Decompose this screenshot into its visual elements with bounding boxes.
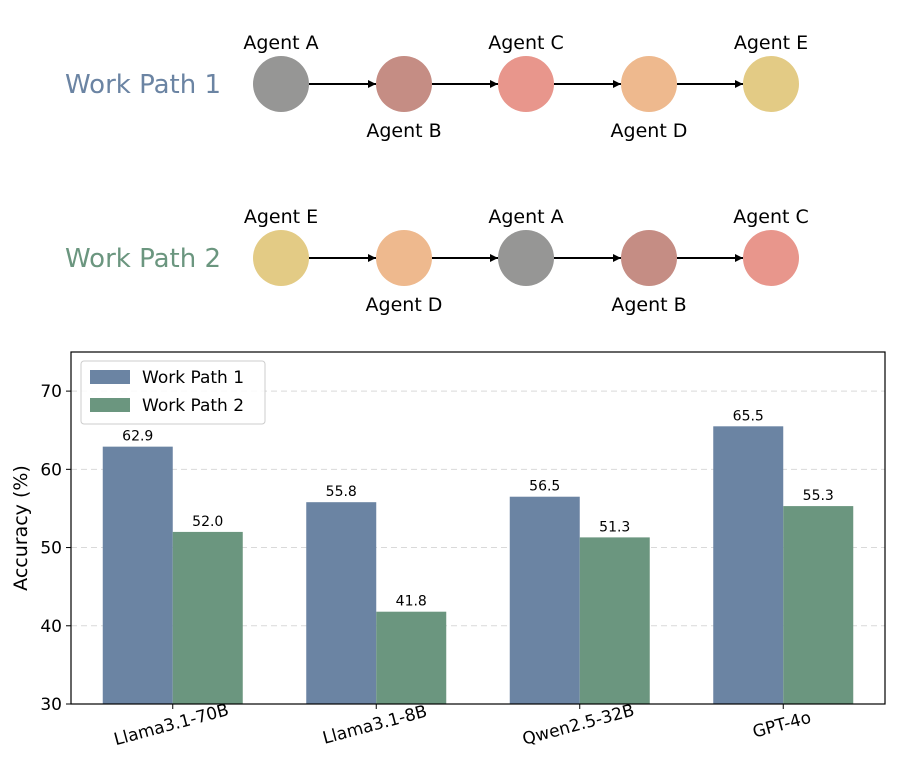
x-tick-label: Llama3.1-8B	[321, 702, 430, 749]
value-labels: 62.9 52.0 55.8 41.8 56.5 51.3 65.5 55.3	[122, 408, 834, 609]
work-path-1: Work Path 1 Agent A Agent B Agent C Agent D A…	[65, 32, 808, 142]
agent-node	[743, 230, 799, 286]
agent-label: Agent B	[366, 120, 441, 142]
agent-node	[743, 56, 799, 112]
agent-node	[621, 56, 677, 112]
bar	[172, 531, 243, 704]
legend-label: Work Path 1	[142, 368, 244, 388]
legend-swatch	[90, 370, 130, 384]
bar	[306, 502, 377, 704]
agent-node	[253, 56, 309, 112]
y-tick-label: 70	[40, 382, 62, 402]
work-path-2: Work Path 2 Agent E Agent D Agent A Agent B A…	[65, 206, 809, 316]
agent-label: Agent C	[488, 32, 564, 54]
accuracy-bar-chart: 62.9 52.0 55.8 41.8 56.5 51.3 65.5 55.3 30 40 50 6…	[10, 351, 886, 750]
bar	[713, 426, 784, 704]
agent-label: Agent E	[244, 206, 318, 228]
bar	[783, 506, 854, 704]
bar	[102, 446, 173, 704]
plot-frame	[70, 351, 886, 705]
agent-node	[498, 56, 554, 112]
bar-value-label: 65.5	[733, 408, 764, 424]
agent-node	[376, 56, 432, 112]
y-tick-label: 50	[40, 539, 62, 559]
legend: Work Path 1 Work Path 2	[80, 360, 266, 425]
bar	[509, 496, 580, 704]
legend-swatch	[90, 398, 130, 412]
agent-label: Agent B	[611, 294, 686, 316]
work-path-title: Work Path 1	[65, 70, 221, 100]
bar-value-label: 55.8	[326, 484, 357, 500]
bar	[579, 537, 650, 704]
bar-value-label: 52.0	[192, 514, 223, 530]
y-axis-label: Accuracy (%)	[10, 465, 32, 591]
x-tick-label: GPT-4o	[751, 708, 814, 743]
bar	[376, 611, 447, 704]
work-path-diagram: Work Path 1 Agent A Agent B Agent C Agent D A…	[65, 32, 809, 316]
bar-value-label: 62.9	[122, 429, 153, 445]
x-tick-label: Llama3.1-70B	[112, 700, 231, 750]
bar-value-label: 51.3	[599, 519, 630, 535]
agent-node	[253, 230, 309, 286]
x-tick-label: Qwen2.5-32B	[520, 701, 636, 750]
y-tick-label: 40	[40, 617, 62, 637]
y-axis-ticks: 30 40 50 60 70	[40, 382, 71, 715]
agent-label: Agent E	[734, 32, 808, 54]
bar-value-label: 55.3	[803, 488, 834, 504]
agent-label: Agent A	[243, 32, 318, 54]
agent-label: Agent D	[611, 120, 688, 142]
bar-value-label: 41.8	[396, 594, 427, 610]
y-tick-label: 30	[40, 695, 62, 715]
legend-label: Work Path 2	[142, 396, 244, 416]
agent-label: Agent D	[366, 294, 443, 316]
y-tick-label: 60	[40, 460, 62, 480]
work-path-title: Work Path 2	[65, 244, 221, 274]
agent-node	[621, 230, 677, 286]
bars	[102, 426, 854, 704]
agent-label: Agent C	[733, 206, 809, 228]
agent-label: Agent A	[488, 206, 563, 228]
x-axis-ticks: Llama3.1-70B Llama3.1-8B Qwen2.5-32B GPT-4o	[112, 700, 813, 750]
bar-value-label: 56.5	[529, 479, 560, 495]
agent-node	[498, 230, 554, 286]
agent-node	[376, 230, 432, 286]
